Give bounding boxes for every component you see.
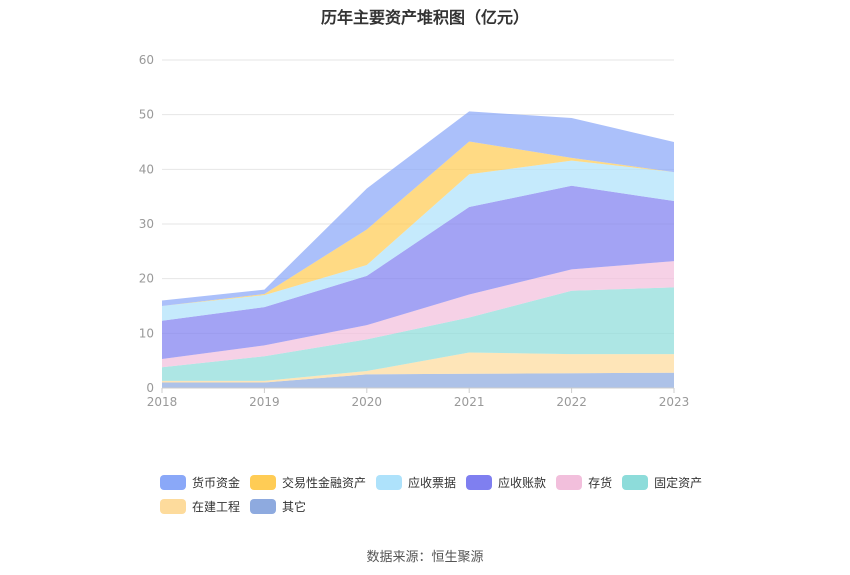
axes: 0 10 20 30 40 50 60 2018 2019 2020 2021 2022 2023 bbox=[139, 53, 690, 409]
x-tick-label: 2019 bbox=[249, 395, 280, 409]
x-tick-label: 2021 bbox=[454, 395, 485, 409]
legend-label: 其它 bbox=[282, 499, 307, 514]
area-series bbox=[162, 111, 674, 388]
legend-swatch bbox=[250, 474, 277, 490]
area-series-其它 bbox=[162, 372, 674, 388]
legend-swatch bbox=[160, 498, 186, 514]
legend-swatch bbox=[376, 474, 403, 490]
legend-swatch bbox=[556, 474, 583, 490]
legend-swatch bbox=[466, 474, 493, 490]
legend-swatch bbox=[622, 474, 649, 490]
y-tick-label: 0 bbox=[146, 381, 154, 395]
legend-item[interactable]: 应收票据 bbox=[376, 473, 456, 491]
x-tick-label: 2023 bbox=[659, 395, 690, 409]
legend-item[interactable]: 存货 bbox=[556, 473, 612, 491]
legend-swatch bbox=[250, 498, 277, 514]
area-series-应收票据 bbox=[162, 160, 674, 321]
x-tick-label: 2018 bbox=[147, 395, 178, 409]
legend-label: 在建工程 bbox=[192, 499, 241, 514]
area-series-固定资产 bbox=[162, 287, 674, 381]
legend-item[interactable]: 在建工程 bbox=[160, 497, 240, 515]
legend-item[interactable]: 其它 bbox=[250, 497, 306, 515]
legend-swatch bbox=[160, 474, 186, 490]
x-tick-label: 2022 bbox=[556, 395, 587, 409]
y-tick-label: 40 bbox=[139, 162, 154, 176]
legend-label: 交易性金融资产 bbox=[282, 475, 367, 490]
y-tick-label: 50 bbox=[139, 108, 154, 122]
legend-label: 货币资金 bbox=[192, 475, 241, 490]
y-tick-label: 30 bbox=[139, 217, 154, 231]
legend-label: 应收票据 bbox=[408, 475, 457, 490]
legend-label: 固定资产 bbox=[654, 475, 703, 490]
area-series-在建工程 bbox=[162, 352, 674, 383]
source-note: 数据来源：恒生聚源 bbox=[366, 550, 484, 565]
area-series-应收账款 bbox=[162, 185, 674, 360]
legend-item[interactable]: 固定资产 bbox=[622, 473, 702, 491]
legend-label: 存货 bbox=[588, 475, 613, 490]
legend-label: 应收账款 bbox=[498, 475, 547, 490]
legend-item[interactable]: 应收账款 bbox=[466, 473, 546, 491]
area-series-存货 bbox=[162, 261, 674, 368]
legend-item[interactable]: 货币资金 bbox=[160, 473, 240, 491]
chart-legend: 货币资金 交易性金融资产 应收票据 应收账款 存货 固定资产在建工程 其它 bbox=[160, 473, 720, 521]
y-tick-label: 10 bbox=[139, 326, 154, 340]
legend-item[interactable]: 交易性金融资产 bbox=[250, 473, 366, 491]
y-tick-label: 60 bbox=[139, 53, 154, 67]
chart-title: 历年主要资产堆积图（亿元） bbox=[320, 8, 529, 27]
y-tick-label: 20 bbox=[139, 272, 154, 286]
x-tick-label: 2020 bbox=[352, 395, 383, 409]
area-series-货币资金 bbox=[162, 111, 674, 306]
